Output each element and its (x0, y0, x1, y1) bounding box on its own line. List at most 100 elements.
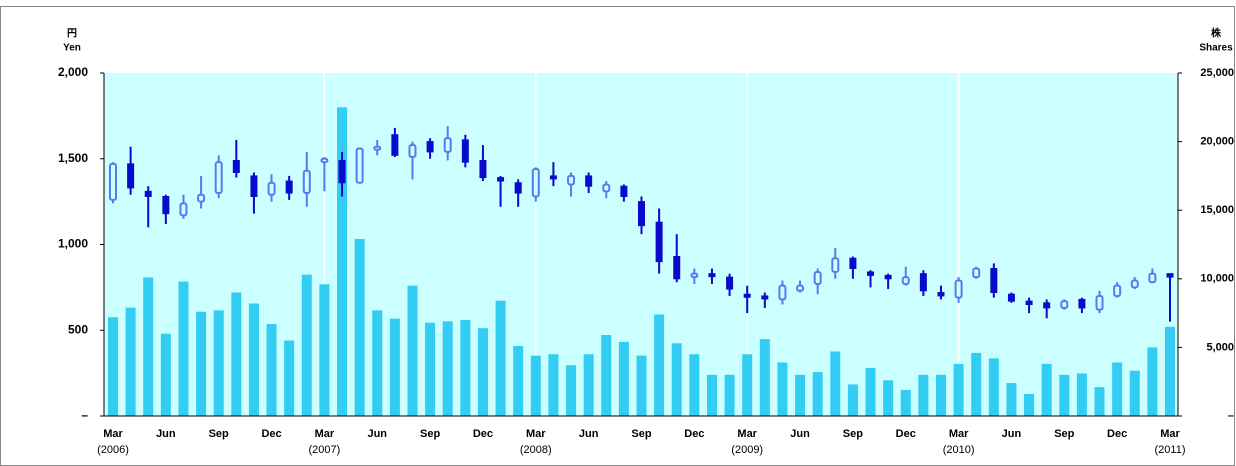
y-tick-label: 1,500 (58, 151, 88, 165)
candle-body (813, 270, 822, 285)
x-tick-label: Dec (1107, 428, 1127, 440)
y2-tick-label: – (1228, 410, 1234, 422)
volume-bar (389, 318, 400, 416)
candle-body (726, 276, 734, 290)
candle-body (954, 279, 963, 299)
candle-body (990, 268, 998, 294)
x-tick-label: Dec (261, 428, 281, 440)
volume-bar (319, 284, 330, 416)
volume-bar (143, 277, 154, 416)
volume-bar (900, 389, 911, 416)
volume-bar (724, 374, 735, 416)
volume-bar (372, 310, 383, 416)
y-tick-label: 500 (68, 322, 88, 336)
volume-bar (918, 374, 929, 416)
x-year-label: (2009) (731, 444, 763, 456)
volume-bar (742, 354, 753, 416)
volume-bar (812, 372, 823, 416)
candle-body (443, 137, 452, 153)
volume-bar (284, 340, 295, 416)
volume-bar (583, 354, 594, 416)
volume-bar (883, 380, 894, 416)
volume-bar (671, 343, 682, 416)
candle-body (1043, 302, 1051, 309)
candle-body (673, 256, 681, 280)
x-tick-label: Jun (1002, 428, 1022, 440)
candle-body (338, 159, 346, 184)
volume-bar (407, 285, 418, 416)
candle-body (461, 139, 469, 163)
candle-body (1130, 279, 1139, 289)
y-tick-label: 1,000 (58, 237, 88, 251)
candle-body (497, 177, 505, 182)
volume-bar (513, 346, 524, 416)
candle-body (197, 193, 206, 203)
volume-bar (1076, 373, 1087, 416)
y-label: 円 (67, 28, 77, 40)
x-year-label: (2008) (520, 444, 552, 456)
volume-bar (530, 355, 541, 416)
y2-tick-label: 10,000 (1200, 273, 1234, 285)
candle-body (937, 292, 945, 297)
candle-body (655, 221, 663, 263)
volume-bar (706, 374, 717, 416)
volume-bar (935, 374, 946, 416)
volume-bar (1147, 347, 1158, 416)
candle-body (1007, 293, 1015, 302)
candle-body (1113, 284, 1122, 297)
candle-body (867, 271, 875, 276)
x-tick-label: Sep (209, 428, 229, 440)
candle-body (884, 274, 892, 280)
candle-body (514, 182, 522, 194)
x-tick-label: Jun (156, 428, 176, 440)
candle-body (567, 174, 576, 186)
x-year-label: (2007) (309, 444, 341, 456)
candle-body (426, 141, 434, 153)
candle-body (179, 202, 188, 217)
candle-body (919, 273, 927, 292)
candle-body (585, 175, 593, 187)
volume-bar (442, 321, 453, 416)
candle-body (761, 295, 769, 300)
candle-body (549, 175, 557, 180)
x-tick-label: Dec (896, 428, 916, 440)
volume-bar (178, 281, 189, 416)
y-tick-label: – (81, 408, 88, 422)
candle-body (708, 273, 716, 278)
candle-body (743, 293, 751, 298)
volume-bar (1059, 374, 1070, 416)
candle-body (1078, 298, 1086, 309)
candle-body (638, 201, 645, 227)
volume-bar (865, 367, 876, 416)
volume-bar (125, 307, 136, 416)
volume-bar (988, 358, 999, 416)
volume-bar (601, 335, 612, 416)
volume-bar (495, 300, 506, 416)
volume-bar (266, 324, 277, 416)
candle-body (1060, 300, 1069, 309)
x-tick-label: Jun (579, 428, 599, 440)
x-tick-label: Mar (103, 428, 123, 440)
x-tick-label: Jun (790, 428, 810, 440)
candle-body (267, 181, 276, 196)
volume-bar (1041, 363, 1052, 416)
volume-bar (654, 314, 665, 416)
volume-bar (477, 328, 488, 416)
candle-body (232, 159, 240, 173)
volume-bar (689, 354, 700, 416)
y2-label: Shares (1199, 43, 1233, 54)
volume-bar (1094, 387, 1105, 416)
volume-bar (213, 310, 224, 416)
volume-bar (248, 303, 259, 416)
volume-bar (795, 374, 806, 416)
y-tick-label: 2,000 (58, 65, 88, 79)
candle-body (355, 147, 364, 184)
volume-bar (196, 311, 207, 416)
volume-bar (777, 362, 788, 416)
candle-body (250, 175, 258, 197)
x-year-label: (2011) (1155, 444, 1186, 456)
x-tick-label: Mar (315, 428, 335, 440)
x-tick-label: Dec (473, 428, 493, 440)
candle-body (796, 284, 805, 292)
